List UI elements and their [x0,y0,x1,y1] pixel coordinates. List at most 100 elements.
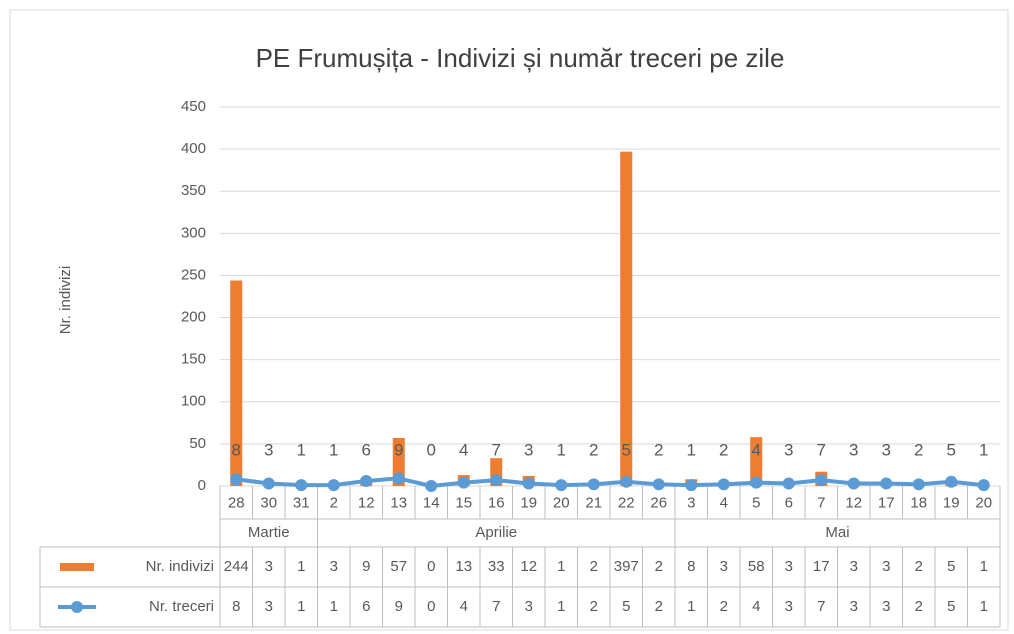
table-value: 244 [224,558,249,575]
legend-label: Nr. treceri [149,598,214,615]
legend-key [71,601,83,613]
x-tick-label: 17 [878,494,895,511]
table-value: 3 [330,558,338,575]
y-tick-label: 100 [181,393,206,410]
table-value: 4 [460,598,468,615]
table-value: 1 [687,598,695,615]
line-marker [295,479,308,492]
table-value: 2 [720,598,728,615]
line-marker [815,474,828,487]
table-value: 3 [850,558,858,575]
table-value: 1 [557,558,565,575]
line-marker [425,480,438,492]
line-marker [782,477,795,490]
x-tick-label: 12 [845,494,862,511]
data-label: 6 [362,440,371,459]
table-value: 3 [785,558,793,575]
line-marker [555,479,568,492]
table-value: 5 [622,598,630,615]
x-tick-label: 19 [943,494,960,511]
chart-frame [9,9,1009,631]
table-value: 1 [297,558,305,575]
line-marker [230,473,243,486]
table-value: 3 [720,558,728,575]
table-value: 33 [488,558,505,575]
bar [230,280,243,486]
table-value: 5 [947,558,955,575]
table-value: 1 [557,598,565,615]
table-value: 7 [817,598,825,615]
x-tick-label: 18 [910,494,927,511]
line-marker [522,477,535,490]
line-marker [360,474,373,487]
table-value: 12 [520,558,537,575]
y-tick-label: 250 [181,266,206,283]
line-marker [652,478,665,491]
line-marker [490,474,503,487]
x-tick-label: 2 [330,494,338,511]
x-tick-label: 13 [390,494,407,511]
table-value: 7 [492,598,500,615]
line-marker [620,475,633,488]
x-tick-label: 21 [585,494,602,511]
x-tick-label: 19 [520,494,537,511]
table-value: 3 [850,598,858,615]
group-label: Aprilie [475,524,517,541]
line-marker [717,478,730,491]
table-value: 2 [655,598,663,615]
table-value: 0 [427,558,435,575]
data-label: 3 [264,440,273,459]
group-label: Martie [248,524,290,541]
x-tick-label: 6 [785,494,793,511]
line-marker [750,476,763,489]
line-marker [880,477,893,490]
data-label: 4 [752,440,761,459]
line-marker [912,478,925,491]
x-tick-label: 4 [720,494,728,511]
table-value: 2 [590,558,598,575]
chart-title: PE Frumușița - Indivizi și număr treceri… [256,43,785,73]
y-tick-label: 200 [181,309,206,326]
table-value: 8 [687,558,695,575]
x-tick-label: 5 [752,494,760,511]
table-value: 8 [232,598,240,615]
table-value: 1 [980,558,988,575]
y-tick-label: 450 [181,98,206,115]
data-label: 2 [654,440,663,459]
x-tick-label: 20 [975,494,992,511]
line-marker [685,479,698,492]
table-value: 17 [813,558,830,575]
data-label: 3 [784,440,793,459]
line-marker [262,477,275,490]
data-label: 3 [882,440,891,459]
data-label: 5 [947,440,956,459]
x-tick-label: 16 [488,494,505,511]
data-label: 8 [232,440,241,459]
table-value: 2 [915,598,923,615]
x-tick-label: 7 [817,494,825,511]
table-value: 3 [882,558,890,575]
data-label: 1 [687,440,696,459]
y-axis-label: Nr. indivizi [57,266,74,334]
y-tick-label: 350 [181,182,206,199]
table-value: 58 [748,558,765,575]
x-tick-label: 31 [293,494,310,511]
data-label: 3 [849,440,858,459]
data-label: 2 [914,440,923,459]
x-tick-label: 20 [553,494,570,511]
bar [620,151,633,487]
table-value: 57 [390,558,407,575]
legend-label: Nr. indivizi [146,558,214,575]
table-value: 2 [915,558,923,575]
x-tick-label: 22 [618,494,635,511]
table-value: 1 [980,598,988,615]
table-value: 9 [362,558,370,575]
data-label: 0 [427,440,436,459]
data-label: 1 [979,440,988,459]
y-tick-label: 300 [181,224,206,241]
y-tick-label: 50 [189,435,206,452]
x-tick-label: 12 [358,494,375,511]
table-value: 13 [455,558,472,575]
table-value: 0 [427,598,435,615]
